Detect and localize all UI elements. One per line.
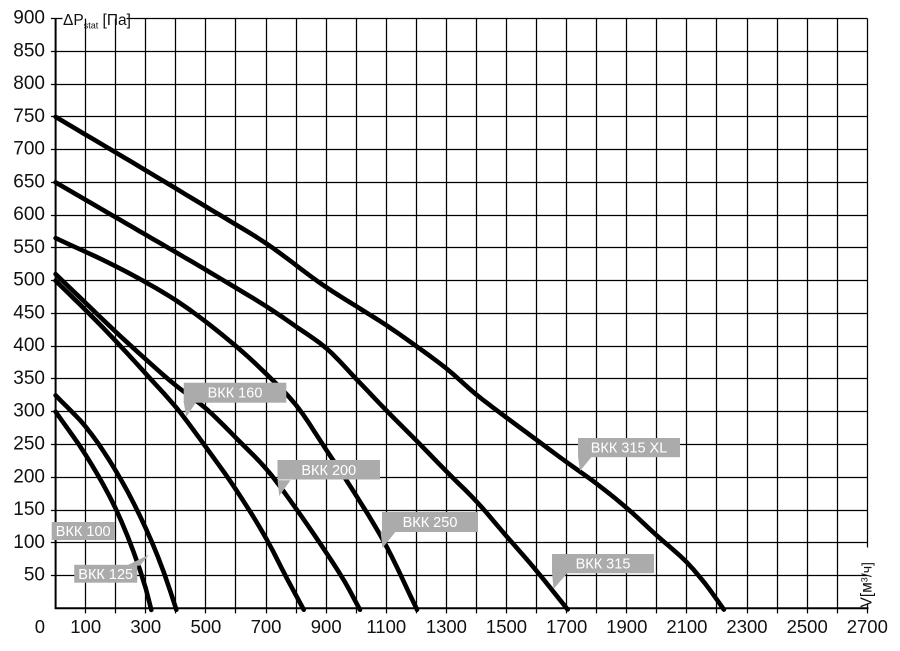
svg-text:900: 900 [13,8,45,29]
svg-text:300: 300 [130,616,161,637]
svg-text:2100: 2100 [666,616,707,637]
svg-text:ΔPstat [Па]: ΔPstat [Па] [63,12,131,31]
svg-text:100: 100 [13,532,45,553]
svg-text:1300: 1300 [426,616,467,637]
svg-text:500: 500 [190,616,221,637]
svg-text:2500: 2500 [787,616,828,637]
svg-text:750: 750 [13,106,45,127]
svg-text:650: 650 [13,171,45,192]
svg-text:ВКК 160: ВКК 160 [208,386,263,402]
svg-text:400: 400 [13,335,45,356]
svg-text:2300: 2300 [726,616,767,637]
svg-text:1100: 1100 [366,616,406,637]
svg-text:50: 50 [24,565,45,586]
svg-text:300: 300 [13,401,45,422]
svg-text:ВКК 250: ВКК 250 [403,515,458,531]
svg-text:150: 150 [13,499,45,520]
svg-text:ВКК 100: ВКК 100 [56,524,111,540]
svg-text:V[м3/ч]: V[м3/ч] [859,562,876,607]
svg-text:ВКК 315 XL: ВКК 315 XL [591,441,668,457]
svg-text:700: 700 [251,616,282,637]
svg-text:850: 850 [13,40,45,61]
svg-text:450: 450 [13,302,45,323]
svg-text:250: 250 [13,434,45,455]
svg-text:900: 900 [311,616,342,637]
svg-text:350: 350 [13,368,45,389]
svg-text:1500: 1500 [486,616,527,637]
svg-text:ВКК 200: ВКК 200 [301,463,356,479]
svg-text:100: 100 [70,616,101,637]
svg-text:ВКК 315: ВКК 315 [576,557,631,573]
svg-text:ВКК 125: ВКК 125 [78,567,133,583]
svg-text:2700: 2700 [847,616,888,637]
svg-text:800: 800 [13,73,45,94]
svg-text:200: 200 [13,466,45,487]
svg-text:550: 550 [13,237,45,258]
svg-text:1700: 1700 [546,616,587,637]
svg-text:600: 600 [13,204,45,225]
svg-text:0: 0 [35,616,45,637]
svg-text:700: 700 [13,139,45,160]
svg-text:1900: 1900 [606,616,647,637]
svg-text:500: 500 [13,270,45,291]
